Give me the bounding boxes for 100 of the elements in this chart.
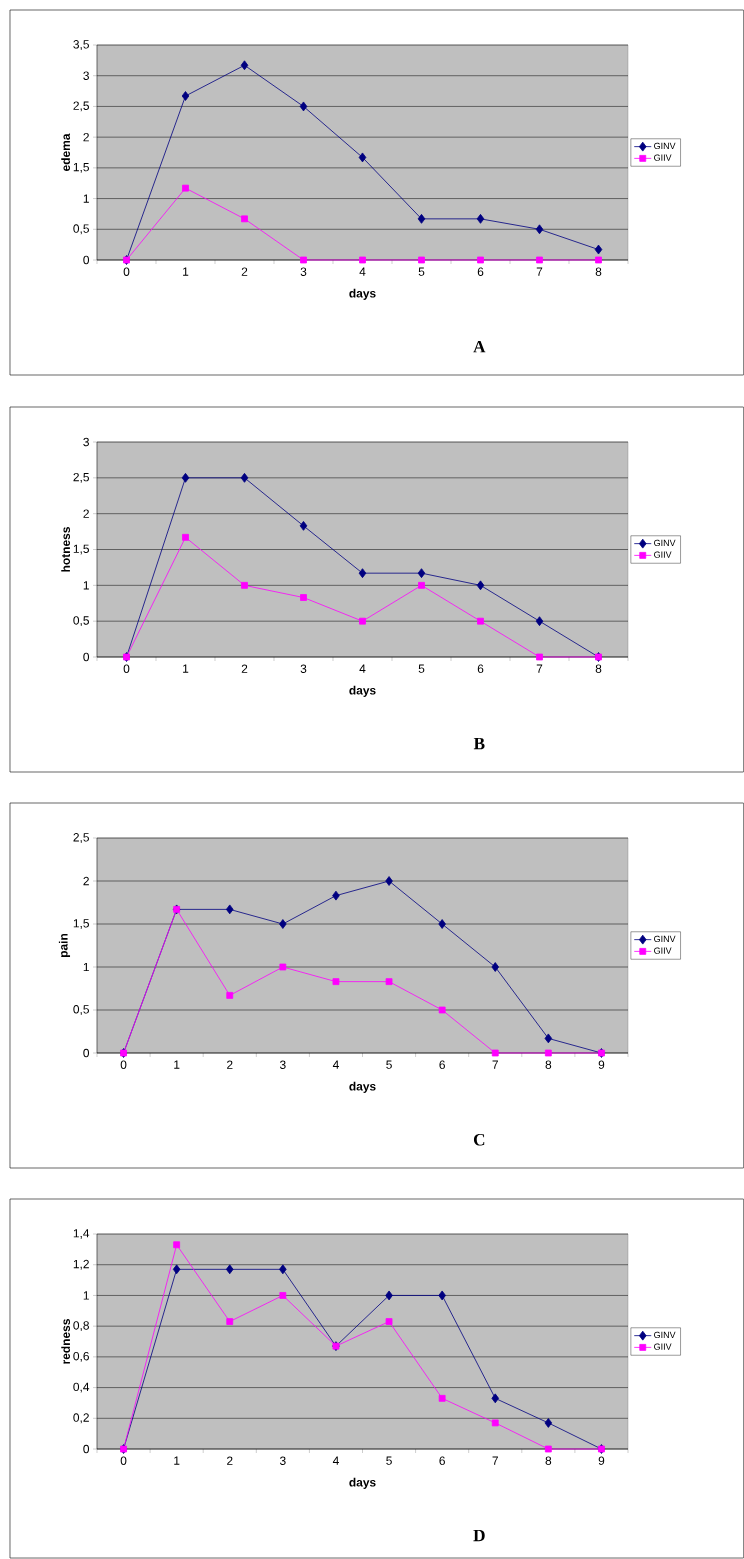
x-tick-label: 4 [333,1060,340,1069]
y-tick-label: 0,5 [73,1005,90,1015]
point [544,1418,553,1428]
point [438,919,447,929]
y-tick-label: 1,4 [73,1229,90,1239]
y-tick-label: 0,6 [73,1351,90,1362]
point [172,1264,181,1275]
point [332,890,340,901]
x-tick-label: 7 [492,1060,499,1069]
point [477,256,484,264]
point [226,992,234,999]
y-tick-label: 0 [83,1048,90,1058]
point [491,1393,500,1404]
point [181,91,190,101]
point [182,184,189,192]
point [279,1292,287,1299]
point [438,1290,447,1301]
y-tick-label: 0,5 [73,616,90,627]
point [418,581,425,589]
point [240,60,249,71]
y-axis-title: pain [58,933,71,958]
x-tick-label: 2 [241,664,248,673]
x-tick-label: 4 [333,1456,340,1465]
point [536,653,543,661]
point [535,616,544,627]
point [476,213,485,224]
y-tick-label: 0,8 [73,1321,90,1332]
legend-label: GINV [654,142,676,150]
x-tick-label: 1 [174,1060,180,1069]
point [279,1264,287,1275]
point [491,962,500,972]
point [476,580,485,591]
x-axis-title: days [349,1477,376,1489]
point [545,1445,552,1453]
x-tick-label: 9 [598,1456,605,1465]
y-tick-label: 1 [83,962,89,972]
x-tick-label: 6 [439,1060,446,1069]
y-tick-label: 3 [83,71,90,80]
x-tick-label: 9 [598,1060,605,1069]
point [300,594,307,601]
y-tick-label: 1 [83,1291,89,1300]
y-tick-label: 0 [83,652,90,662]
x-tick-label: 3 [280,1060,286,1069]
point [182,533,189,541]
point [332,978,340,986]
point [279,963,287,971]
point [358,152,367,163]
point [173,1241,181,1249]
point [241,215,248,223]
point [299,520,308,531]
y-tick-label: 0,2 [73,1413,89,1424]
x-tick-label: 2 [227,1456,233,1465]
legend-label: GIIV [654,947,672,954]
legend-label: GINV [654,539,676,547]
point [477,617,484,625]
point [241,581,248,589]
point [385,1318,393,1325]
x-tick-label: 8 [545,1456,552,1465]
point [595,256,602,264]
x-axis-title: days [349,685,376,697]
text: B [473,737,485,750]
point [240,472,249,483]
x-tick-label: 1 [174,1456,180,1465]
point [385,876,393,886]
point [226,1264,234,1275]
y-tick-label: 0,5 [73,224,90,235]
y-tick-label: 1,2 [73,1259,89,1270]
y-tick-label: 2 [83,876,89,886]
point [536,256,543,264]
point [299,101,308,112]
y-tick-label: 0 [83,1444,90,1454]
point [300,256,307,264]
y-axis-title: redness [61,1319,71,1364]
point [491,1049,499,1057]
x-tick-label: 1 [183,267,189,276]
point [226,904,234,915]
point [359,256,366,264]
y-axis-title: hotness [61,527,71,572]
x-tick-label: 3 [300,664,307,673]
legend-label: GINV [654,935,676,943]
x-axis-title: days [349,1081,376,1093]
x-tick-label: 3 [300,267,307,276]
point [438,1394,446,1402]
y-tick-label: 0 [83,255,90,265]
x-tick-label: 8 [595,267,602,276]
y-tick-label: 0,4 [73,1382,90,1393]
y-tick-label: 3,5 [73,40,90,50]
point [418,256,425,264]
y-tick-label: 1,5 [73,162,90,173]
point [385,978,393,986]
y-tick-label: 2 [83,132,89,142]
point [535,224,544,235]
point [545,1049,552,1057]
x-tick-label: 6 [477,664,484,673]
point [491,1419,499,1427]
y-axis-title: edema [61,133,71,171]
text: A [473,340,486,353]
y-tick-label: 1,5 [73,919,90,929]
point [385,1290,393,1301]
x-tick-label: 4 [359,664,366,673]
